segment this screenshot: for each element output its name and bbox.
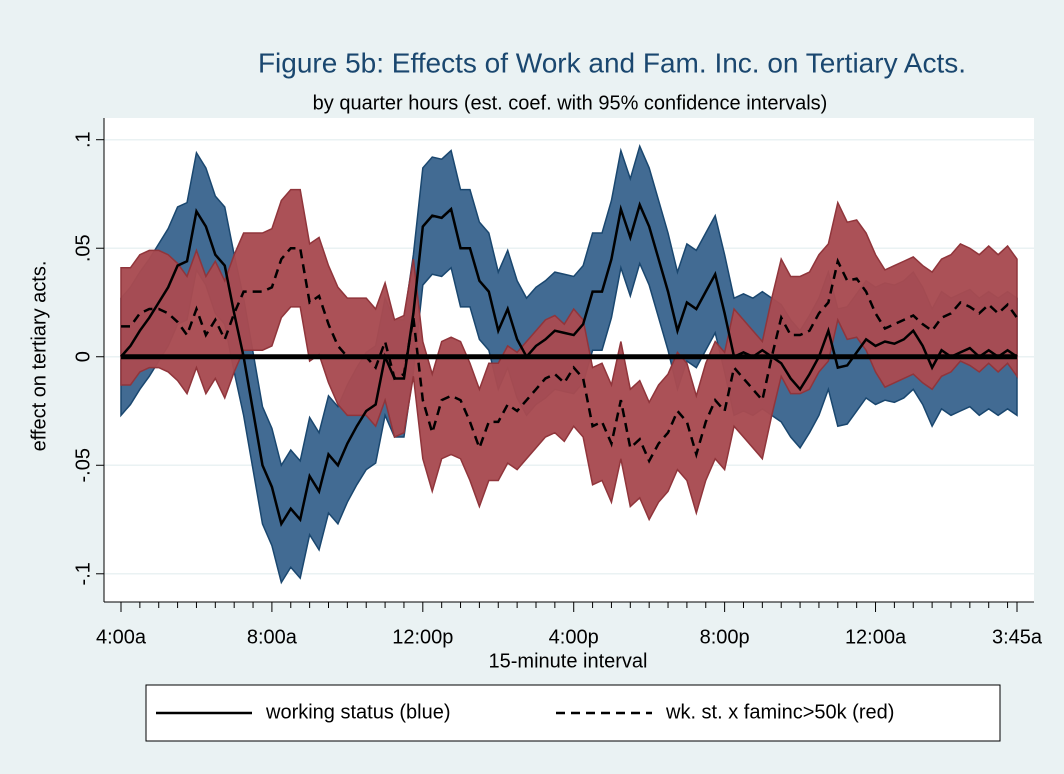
y-tick-label: 0 [72,351,94,362]
legend-label: wk. st. x faminc>50k (red) [665,701,894,723]
coef-line [121,246,1019,464]
x-tick-label: 4:00p [549,626,599,648]
x-axis-label: 15-minute interval [489,650,648,672]
y-tick-label: -.1 [72,562,94,585]
x-tick-label: 3:45a [992,626,1043,648]
x-tick-label: 12:00p [392,626,453,648]
y-tick-label: .05 [72,234,94,262]
y-axis-label: effect on tertiary acts. [28,261,50,452]
chart-subtitle: by quarter hours (est. coef. with 95% co… [313,92,828,114]
coef-line [120,201,1018,528]
legend-label: working status (blue) [265,701,451,723]
x-tick-label: 4:00a [96,626,147,648]
chart-title: Figure 5b: Effects of Work and Fam. Inc.… [258,47,966,78]
x-tick-label: 8:00a [247,626,298,648]
x-tick-label: 8:00p [700,626,750,648]
y-tick-label: -.05 [72,448,94,482]
y-tick-label: .1 [72,131,94,148]
x-tick-label: 12:00a [845,626,907,648]
